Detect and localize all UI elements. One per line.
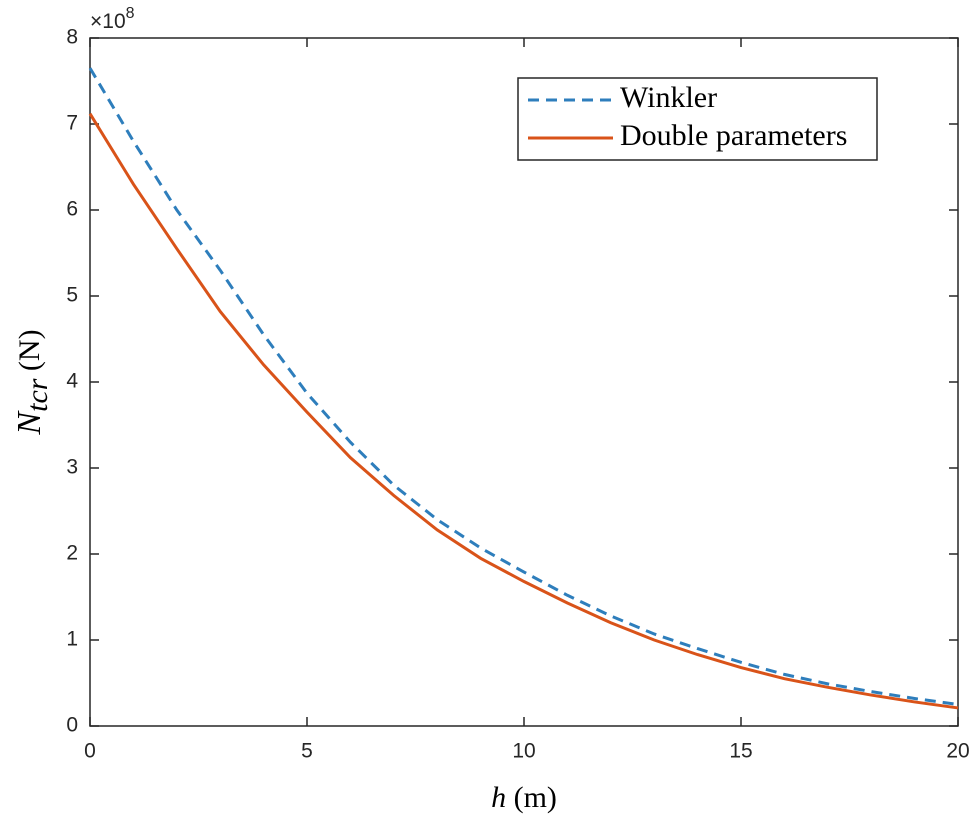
y-scale-base: ×10 xyxy=(90,10,126,33)
x-tick-label: 5 xyxy=(301,740,313,763)
y-tick-label: 4 xyxy=(66,370,78,393)
y-scale-label: ×108 xyxy=(90,5,135,32)
y-tick-label: 8 xyxy=(66,26,78,49)
x-tick-label: 10 xyxy=(512,740,535,763)
legend-label: Double parameters xyxy=(620,119,847,152)
y-axis-label: Ntcr (N) xyxy=(11,329,54,435)
x-label-unit: (m) xyxy=(514,781,557,814)
data-line xyxy=(88,67,959,706)
y-tick-label: 3 xyxy=(66,456,78,479)
y-tick-label: 1 xyxy=(66,628,78,651)
x-axis-label: h (m) xyxy=(491,781,557,814)
y-tick-label: 6 xyxy=(66,198,78,221)
y-tick-label: 2 xyxy=(66,542,78,565)
x-label-symbol: h xyxy=(491,781,506,814)
y-scale-exponent: 8 xyxy=(126,5,135,22)
y-label-unit: (N) xyxy=(13,329,46,371)
y-label-subscript: tcr xyxy=(21,378,54,412)
legend-label: Winkler xyxy=(620,81,717,114)
legend-box xyxy=(517,77,878,161)
x-tick-label: 0 xyxy=(84,740,96,763)
y-tick-label: 0 xyxy=(66,714,78,737)
x-tick-label: 15 xyxy=(729,740,752,763)
x-tick-label: 20 xyxy=(946,740,969,763)
data-line xyxy=(88,112,959,710)
y-tick-label: 5 xyxy=(66,284,78,307)
y-label-symbol: N xyxy=(11,410,48,436)
y-tick-label: 7 xyxy=(66,112,78,135)
